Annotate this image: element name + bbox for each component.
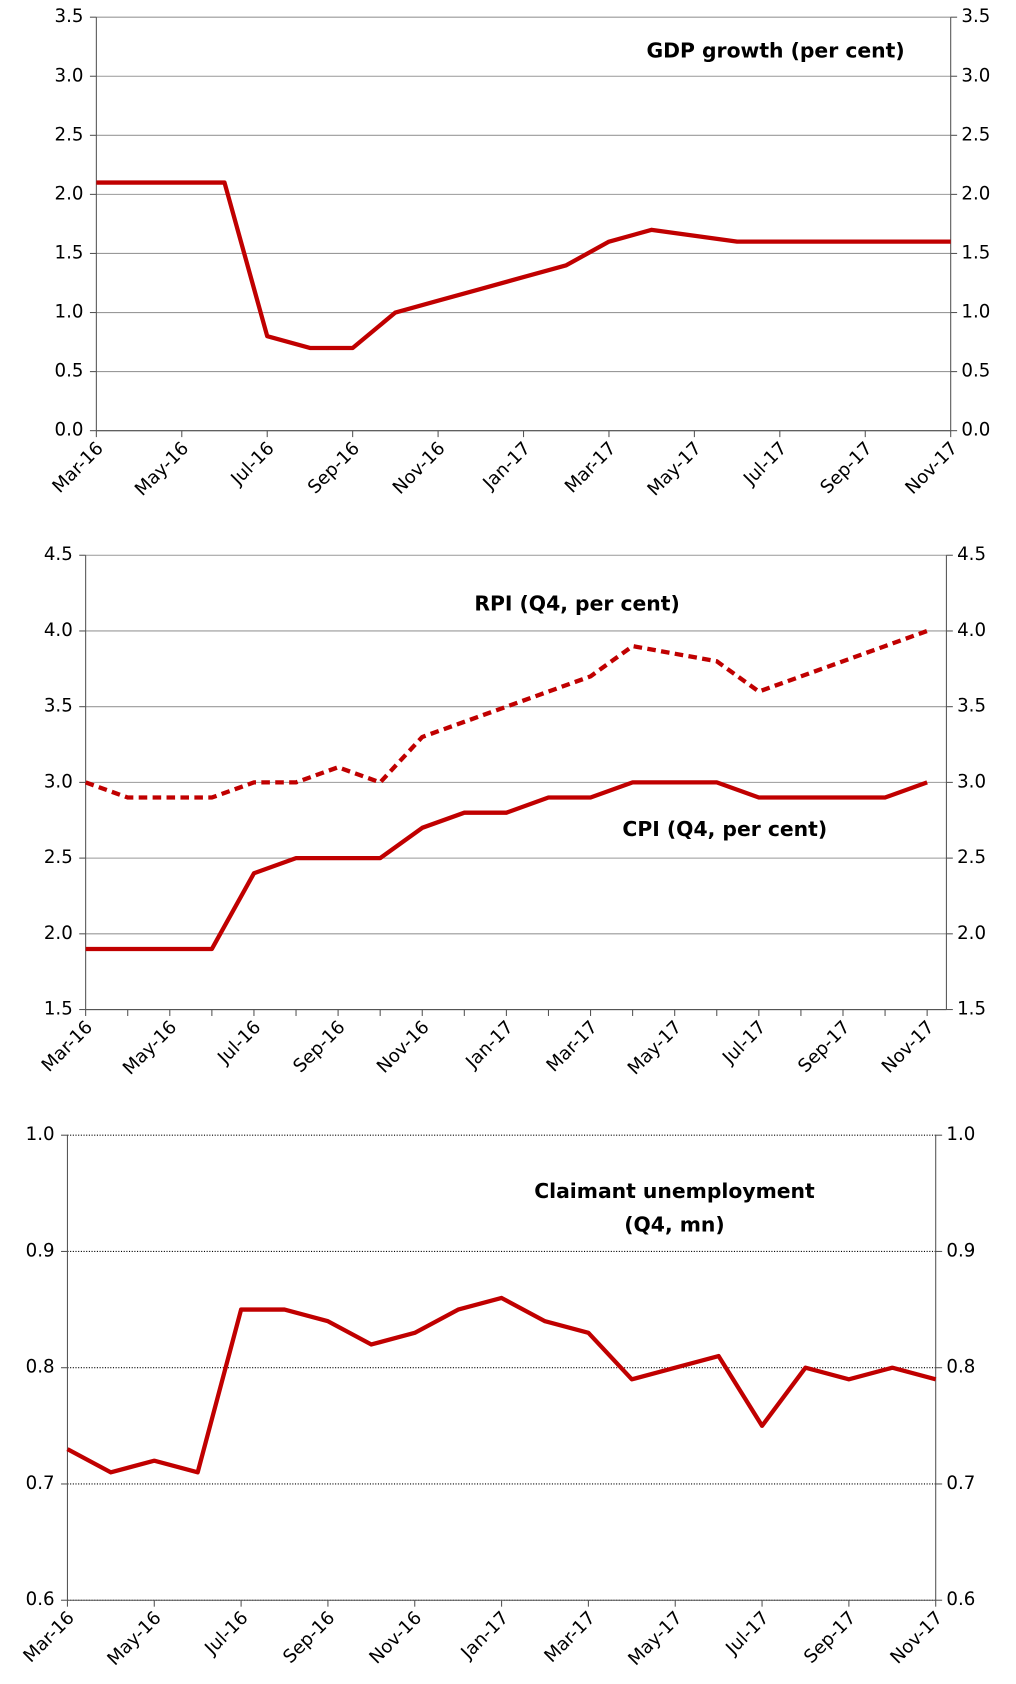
y2-tick-label: 0.0 — [961, 420, 990, 441]
x-tick-label: Sep-16 — [279, 1607, 339, 1667]
x-tick-label: Sep-16 — [304, 438, 364, 498]
x-tick-label: Nov-16 — [373, 1017, 434, 1078]
x-tick-label: Mar-17 — [543, 1017, 602, 1076]
y2-tick-label: 2.0 — [957, 923, 986, 944]
y-tick-label: 1.5 — [44, 999, 73, 1020]
y-tick-label: 1.0 — [55, 302, 84, 323]
y-tick-label: 2.0 — [44, 923, 73, 944]
series-label: RPI (Q4, per cent) — [474, 592, 679, 616]
series-line — [96, 180, 951, 351]
x-tick-label: Sep-16 — [289, 1017, 349, 1077]
x-tick-label: Nov-17 — [901, 438, 962, 499]
x-tick-label: Jul-17 — [739, 438, 791, 490]
x-tick-label: Jul-16 — [226, 438, 278, 490]
y-tick-label: 0.8 — [26, 1357, 55, 1378]
y-tick-label: 3.0 — [55, 65, 84, 86]
y2-tick-label: 2.5 — [957, 847, 986, 868]
x-tick-label: Mar-16 — [38, 1017, 97, 1076]
y2-tick-label: 0.7 — [946, 1473, 975, 1494]
y-tick-label: 4.0 — [44, 620, 73, 641]
y-tick-label: 4.5 — [44, 544, 73, 565]
y2-tick-label: 3.5 — [961, 6, 990, 27]
x-tick-label: Mar-17 — [561, 438, 620, 497]
y2-tick-label: 1.0 — [961, 302, 990, 323]
x-tick-label: Nov-16 — [389, 438, 450, 499]
x-tick-label: Nov-17 — [878, 1017, 939, 1078]
y2-tick-label: 0.6 — [946, 1589, 975, 1610]
x-tick-label: Mar-16 — [20, 1607, 79, 1666]
x-tick-label: May-16 — [103, 1607, 165, 1669]
y2-tick-label: 3.0 — [961, 65, 990, 86]
x-tick-label: May-16 — [119, 1017, 181, 1079]
x-tick-label: May-17 — [624, 1017, 686, 1079]
chart-title: GDP growth (per cent) — [646, 39, 904, 63]
y2-tick-label: 4.0 — [957, 620, 986, 641]
y2-tick-label: 1.0 — [946, 1124, 975, 1145]
x-tick-label: May-17 — [644, 438, 706, 500]
x-tick-label: Sep-17 — [800, 1607, 860, 1667]
x-tick-label: May-16 — [131, 438, 193, 500]
y-tick-label: 1.0 — [26, 1124, 55, 1145]
y2-tick-label: 0.5 — [961, 361, 990, 382]
x-tick-label: Jan-17 — [478, 438, 534, 495]
y-tick-label: 2.0 — [55, 183, 84, 204]
chart-title: Claimant unemployment — [534, 1179, 815, 1203]
y2-tick-label: 0.8 — [946, 1357, 975, 1378]
x-tick-label: Mar-17 — [540, 1607, 599, 1666]
y-tick-label: 0.0 — [55, 420, 84, 441]
y2-tick-label: 4.5 — [957, 544, 986, 565]
x-tick-label: Jan-17 — [457, 1607, 513, 1664]
y-tick-label: 1.5 — [55, 242, 84, 263]
y2-tick-label: 3.5 — [957, 696, 986, 717]
series-line — [85, 780, 928, 952]
x-tick-label: Nov-17 — [886, 1607, 947, 1668]
y-tick-label: 3.0 — [44, 771, 73, 792]
y2-tick-label: 1.5 — [961, 242, 990, 263]
y2-tick-label: 0.9 — [946, 1240, 975, 1261]
series-label: CPI (Q4, per cent) — [622, 817, 827, 841]
y-tick-label: 0.5 — [55, 361, 84, 382]
y2-tick-label: 2.0 — [961, 183, 990, 204]
x-tick-label: Jul-16 — [213, 1017, 265, 1069]
x-tick-label: Sep-17 — [817, 438, 877, 498]
y-tick-label: 0.7 — [26, 1473, 55, 1494]
x-tick-label: May-17 — [624, 1607, 686, 1669]
y-tick-label: 0.6 — [26, 1589, 55, 1610]
x-tick-label: Jul-16 — [200, 1607, 252, 1659]
y-tick-label: 2.5 — [44, 847, 73, 868]
chart-title: (Q4, mn) — [624, 1212, 724, 1236]
x-tick-label: Nov-16 — [365, 1607, 426, 1668]
y2-tick-label: 3.0 — [957, 771, 986, 792]
y-tick-label: 2.5 — [55, 124, 84, 145]
x-tick-label: Jan-17 — [461, 1017, 517, 1074]
series-line — [84, 628, 928, 800]
series-line — [66, 1295, 937, 1475]
y-tick-label: 3.5 — [44, 696, 73, 717]
y-tick-label: 0.9 — [26, 1240, 55, 1261]
x-tick-label: Sep-17 — [794, 1017, 854, 1077]
x-tick-label: Mar-16 — [48, 438, 107, 497]
y2-tick-label: 2.5 — [961, 124, 990, 145]
x-tick-label: Jul-17 — [721, 1607, 773, 1659]
y-tick-label: 3.5 — [55, 6, 84, 27]
y2-tick-label: 1.5 — [957, 999, 986, 1020]
x-tick-label: Jul-17 — [718, 1017, 770, 1069]
